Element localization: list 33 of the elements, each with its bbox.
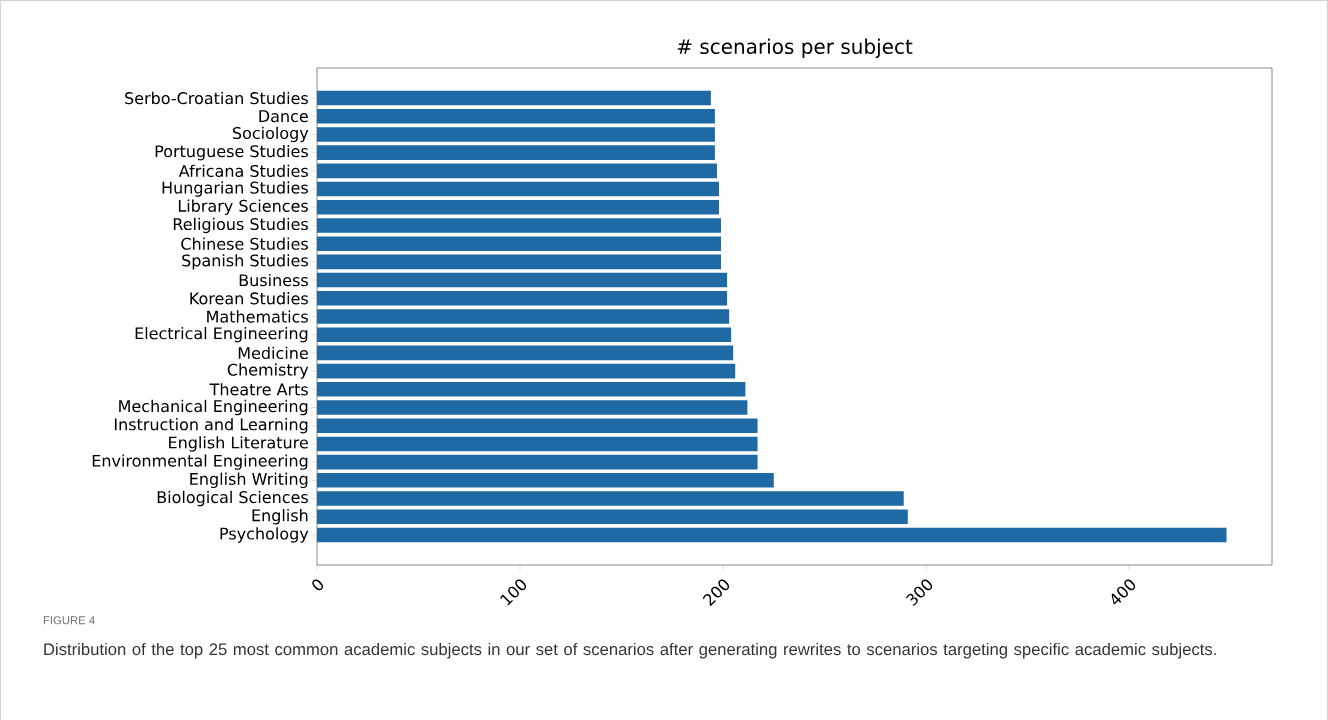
chart-title: # scenarios per subject — [677, 38, 913, 58]
y-tick-label: Medicine — [238, 346, 308, 360]
text: Distribution of the top 25 most common academic subjects in our set of scenarios after generating rewrites to scenarios targeting specific academic subjects. — [44, 642, 1216, 659]
x-tick-label: 400 — [1111, 579, 1136, 605]
x-tick-label: 0 — [312, 579, 324, 591]
y-tick-label: Korean Studies — [190, 292, 308, 305]
y-tick-label: Dance — [259, 110, 308, 123]
y-tick-label: Religious Studies — [173, 217, 308, 234]
y-tick-label: Library Sciences — [178, 199, 308, 215]
y-tick-label: Spanish Studies — [182, 254, 308, 270]
y-tick-label: Chinese Studies — [181, 237, 308, 250]
y-tick-label: Theatre Arts — [209, 383, 308, 396]
y-tick-label: Chemistry — [227, 363, 309, 379]
y-tick-label: English — [252, 509, 308, 525]
y-tick-label: English Writing — [190, 472, 308, 489]
y-tick-label: Hungarian Studies — [162, 181, 308, 197]
caption: FIGURE 4 — [43, 616, 95, 625]
y-tick-label: English Literature — [169, 436, 308, 452]
y-tick-label: Africana Studies — [178, 164, 308, 178]
x-tick-label: 300 — [905, 579, 933, 606]
x-tick-label: 200 — [702, 579, 730, 607]
y-tick-label: Psychology — [220, 527, 309, 543]
y-tick-label: Mathematics — [207, 310, 308, 323]
y-tick-label: Environmental Engineering — [92, 454, 308, 470]
y-tick-label: Mechanical Engineering — [119, 399, 308, 416]
y-tick-label: Sociology — [232, 126, 309, 143]
y-tick-label: Portuguese Studies — [155, 144, 308, 161]
y-tick-label: Electrical Engineering — [135, 326, 308, 343]
y-tick-label: Business — [239, 273, 308, 287]
y-tick-label: Serbo-Croatian Studies — [125, 91, 308, 105]
x-tick-label: 100 — [500, 579, 527, 606]
y-tick-label: Biological Sciences — [157, 490, 308, 507]
y-tick-label: Instruction and Learning — [114, 417, 308, 434]
